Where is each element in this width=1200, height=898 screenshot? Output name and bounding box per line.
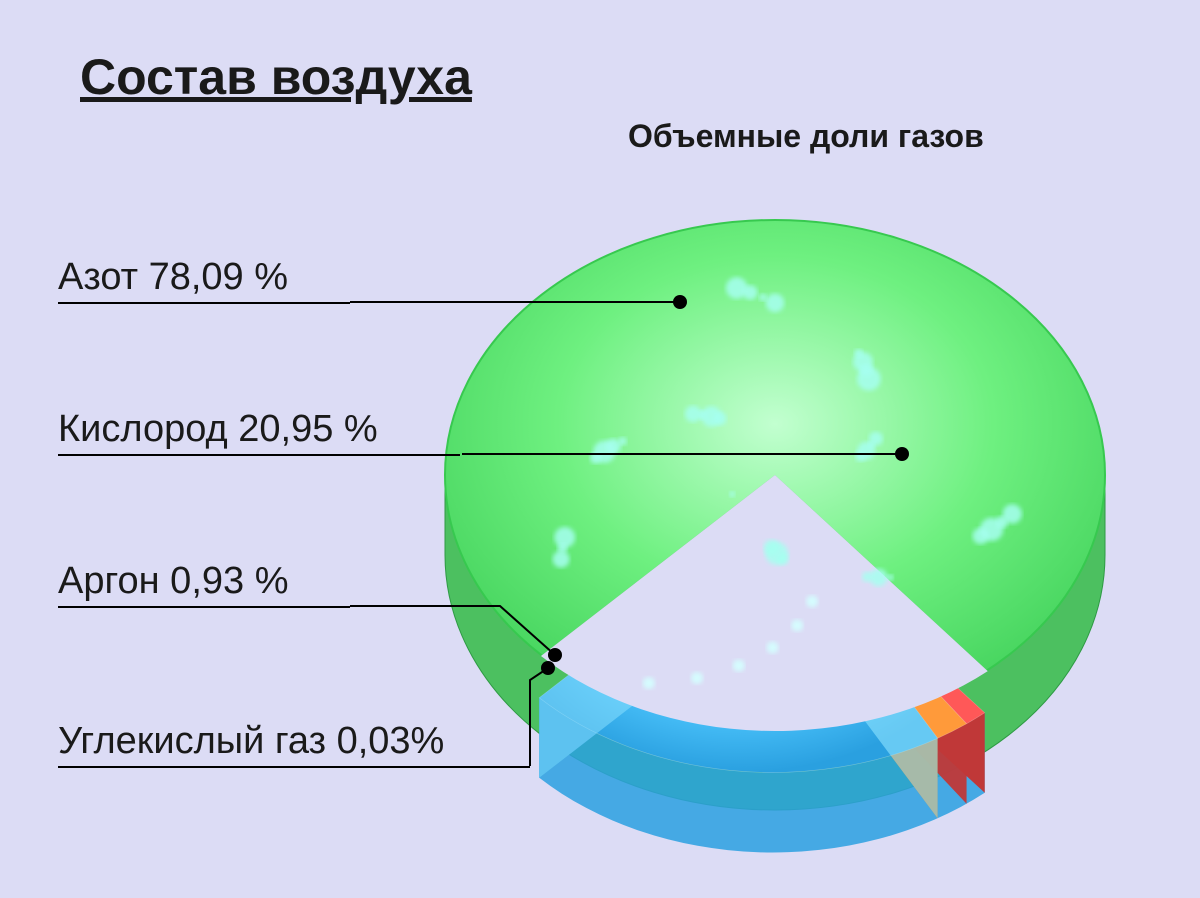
infographic-canvas: Состав воздуха Объемные доли газов Азот … xyxy=(0,0,1200,898)
label-underline-nitrogen xyxy=(58,302,350,304)
label-underline-argon xyxy=(58,606,350,608)
label-oxygen: Кислород 20,95 % xyxy=(58,408,378,451)
label-argon: Аргон 0,93 % xyxy=(58,560,289,603)
label-underline-oxygen xyxy=(58,454,460,456)
label-nitrogen: Азот 78,09 % xyxy=(58,256,288,299)
label-underline-co2 xyxy=(58,766,530,768)
label-co2: Углекислый газ 0,03% xyxy=(58,720,444,763)
